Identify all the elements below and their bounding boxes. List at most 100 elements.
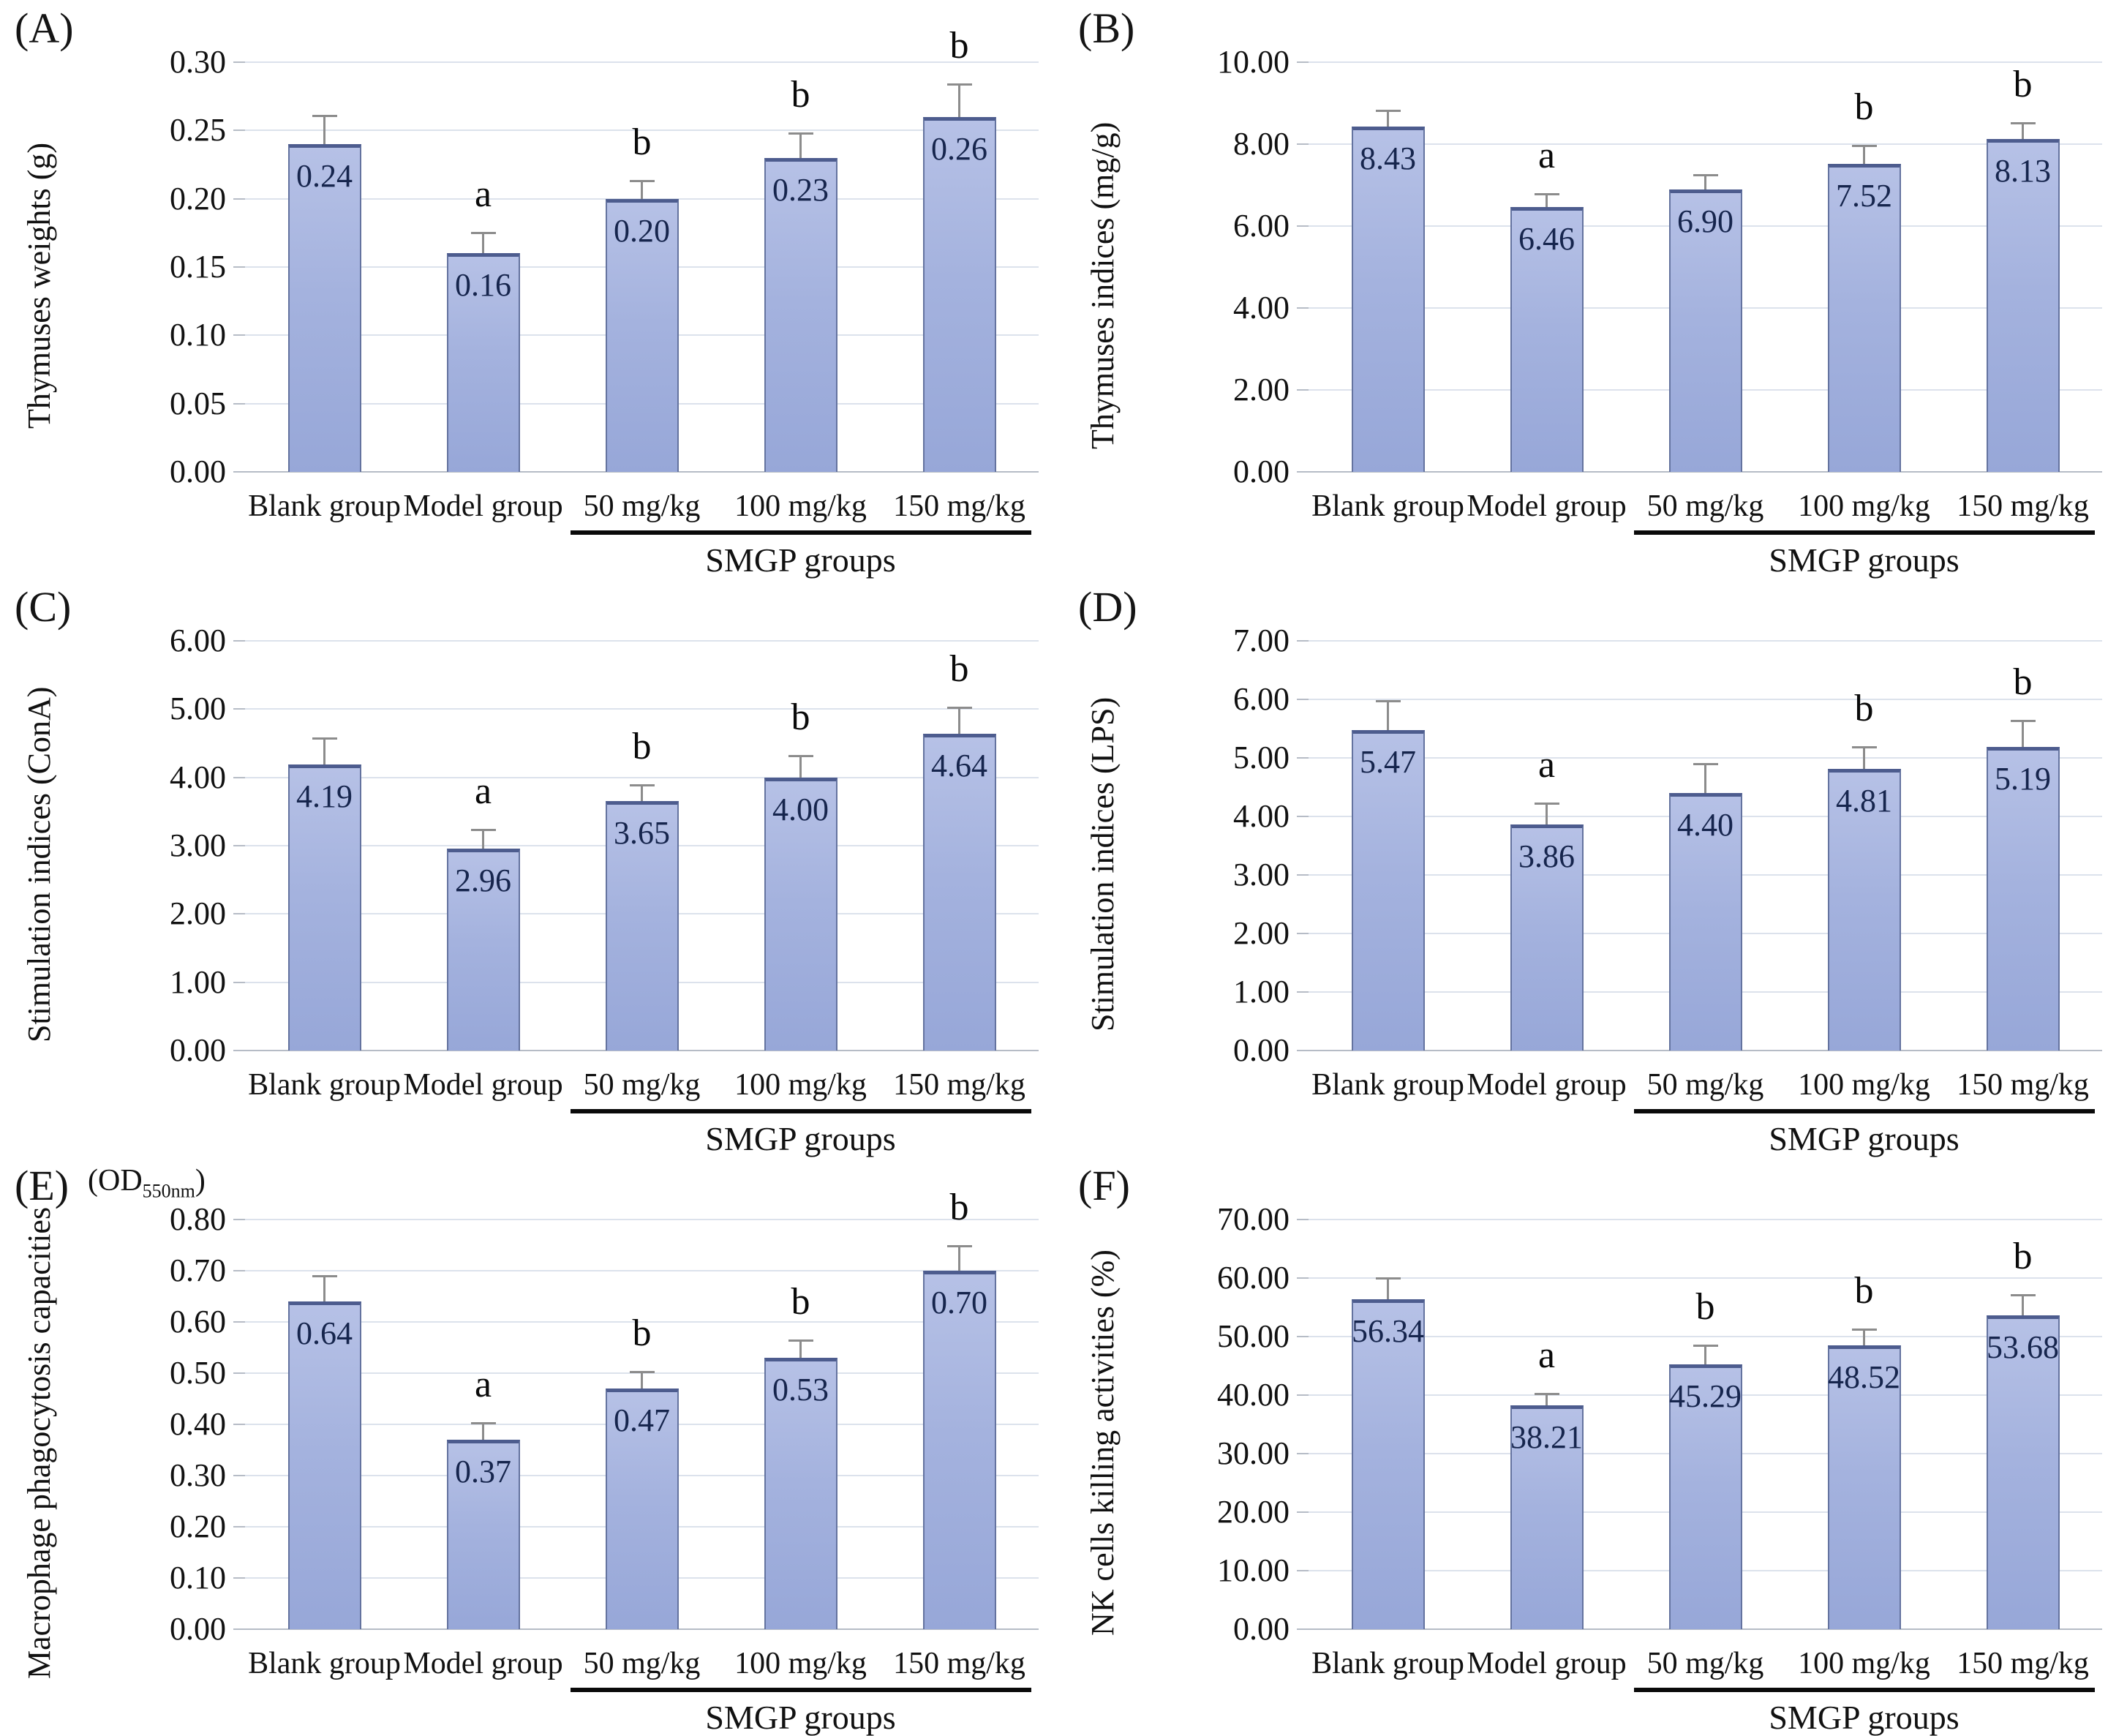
- value-label: 0.70: [931, 1285, 987, 1320]
- x-tick-label: 150 mg/kg: [893, 489, 1025, 523]
- value-label: 0.37: [455, 1454, 511, 1489]
- y-tick-mark: [1297, 933, 1309, 934]
- y-tick-mark: [1297, 874, 1309, 876]
- bar-model-group: [446, 253, 520, 472]
- y-tick-label: 2.00: [1233, 372, 1290, 407]
- smgp-underline: [570, 1109, 1031, 1113]
- bar-model-group: [1510, 824, 1584, 1051]
- x-tick-label: Model group: [1467, 489, 1627, 523]
- x-tick-label: 100 mg/kg: [734, 1647, 867, 1680]
- error-bar-line: [1387, 1277, 1389, 1300]
- y-tick-mark: [1297, 143, 1309, 145]
- value-label: 6.90: [1677, 203, 1733, 239]
- y-tick-mark: [1297, 757, 1309, 759]
- error-bar-line: [958, 707, 960, 734]
- y-tick-mark: [1297, 1394, 1309, 1396]
- y-tick-label: 0.40: [170, 1406, 226, 1442]
- x-tick-label: 50 mg/kg: [1646, 1068, 1764, 1102]
- y-tick-mark: [233, 129, 245, 132]
- y-tick-label: 1.00: [170, 963, 226, 1000]
- y-tick-mark: [233, 1424, 245, 1425]
- error-bar-cap: [1693, 763, 1718, 765]
- y-tick-label: 0.00: [170, 1611, 226, 1647]
- y-tick-mark: [1297, 1277, 1309, 1279]
- smgp-group-label: SMGP groups: [1769, 1120, 1960, 1157]
- y-tick-mark: [233, 913, 245, 915]
- y-tick-label: 10.00: [1217, 1552, 1290, 1588]
- bar-100-mg-kg: [1827, 769, 1901, 1051]
- y-tick-label: 0.00: [1233, 454, 1290, 489]
- y-tick-mark: [1297, 389, 1309, 391]
- y-tick-label: 4.00: [1233, 798, 1290, 834]
- y-tick-label: 5.00: [1233, 740, 1290, 775]
- significance-letter: b: [791, 74, 810, 116]
- bar-100-mg-kg: [764, 777, 837, 1051]
- y-tick-mark: [233, 1050, 245, 1051]
- value-label: 7.52: [1836, 177, 1892, 214]
- error-bar-line: [482, 829, 484, 849]
- error-bar-line: [1863, 1329, 1865, 1345]
- y-axis-title: Macrophage phagocytosis capacities: [21, 1206, 57, 1680]
- gridline: [1309, 61, 2102, 63]
- y-tick-label: 3.00: [1233, 857, 1290, 893]
- smgp-group-label: SMGP groups: [705, 541, 896, 579]
- od-unit-label: (OD550nm): [88, 1163, 206, 1202]
- bar-150-mg-kg: [1986, 1315, 2060, 1629]
- panel-e: (E) Macrophage phagocytosis capacities (OD…: [0, 1157, 1064, 1736]
- x-tick-label: Blank group: [248, 1068, 401, 1102]
- value-label: 38.21: [1510, 1419, 1583, 1456]
- x-axis-line: [245, 1050, 1039, 1051]
- panel-letter: (F): [1078, 1162, 1130, 1209]
- error-bar-line: [2022, 720, 2024, 747]
- panel-letter: (B): [1078, 4, 1135, 52]
- error-bar-line: [641, 784, 643, 802]
- y-tick-mark: [233, 266, 245, 268]
- gridline: [245, 129, 1039, 132]
- y-tick-mark: [1297, 640, 1309, 642]
- smgp-group-label: SMGP groups: [705, 1699, 896, 1736]
- y-tick-label: 60.00: [1217, 1260, 1290, 1296]
- error-bar-line: [323, 115, 325, 144]
- y-tick-mark: [1297, 1570, 1309, 1571]
- y-tick-mark: [233, 1628, 245, 1630]
- panel-c: (C) Stimulation indices (ConA) 6.00 5.00 4.0…: [0, 579, 1064, 1157]
- panel-letter: (C): [15, 583, 72, 631]
- y-tick-label: 6.00: [1233, 681, 1290, 717]
- value-label: 4.19: [296, 778, 353, 814]
- smgp-group-label: SMGP groups: [1769, 541, 1960, 579]
- significance-letter: b: [1854, 1270, 1874, 1312]
- error-bar-line: [1546, 803, 1548, 825]
- y-tick-label: 0.00: [1233, 1611, 1290, 1647]
- bar-model-group: [446, 848, 520, 1051]
- error-bar-line: [1704, 1345, 1706, 1364]
- error-bar-cap: [1534, 192, 1559, 195]
- bar-blank-group: [287, 144, 361, 472]
- smgp-group-label: SMGP groups: [705, 1120, 896, 1157]
- error-bar-cap: [1693, 1345, 1718, 1348]
- value-label: 45.29: [1669, 1378, 1742, 1414]
- y-tick-label: 0.15: [170, 249, 226, 285]
- y-tick-mark: [1297, 1050, 1309, 1051]
- y-tick-label: 6.00: [170, 623, 226, 658]
- error-bar-cap: [1851, 1329, 1877, 1331]
- value-label: 8.43: [1360, 140, 1416, 176]
- y-tick-label: 50.00: [1217, 1318, 1290, 1354]
- value-label: 0.64: [296, 1315, 353, 1351]
- error-bar-cap: [312, 1275, 337, 1277]
- bar-model-group: [1510, 207, 1584, 472]
- x-tick-label: Blank group: [248, 489, 401, 523]
- y-tick-mark: [233, 776, 245, 778]
- error-bar-cap: [2010, 1294, 2036, 1297]
- value-label: 53.68: [1987, 1329, 2059, 1365]
- panel-letter: (E): [15, 1162, 69, 1209]
- gridline: [1309, 1336, 2102, 1337]
- x-tick-label: Blank group: [248, 1647, 401, 1680]
- y-tick-label: 0.60: [170, 1304, 226, 1339]
- y-tick-mark: [233, 1475, 245, 1476]
- error-bar-line: [1546, 193, 1548, 208]
- value-label: 56.34: [1352, 1313, 1424, 1350]
- y-tick-mark: [1297, 816, 1309, 817]
- error-bar-cap: [788, 754, 813, 757]
- y-tick-mark: [1297, 991, 1309, 993]
